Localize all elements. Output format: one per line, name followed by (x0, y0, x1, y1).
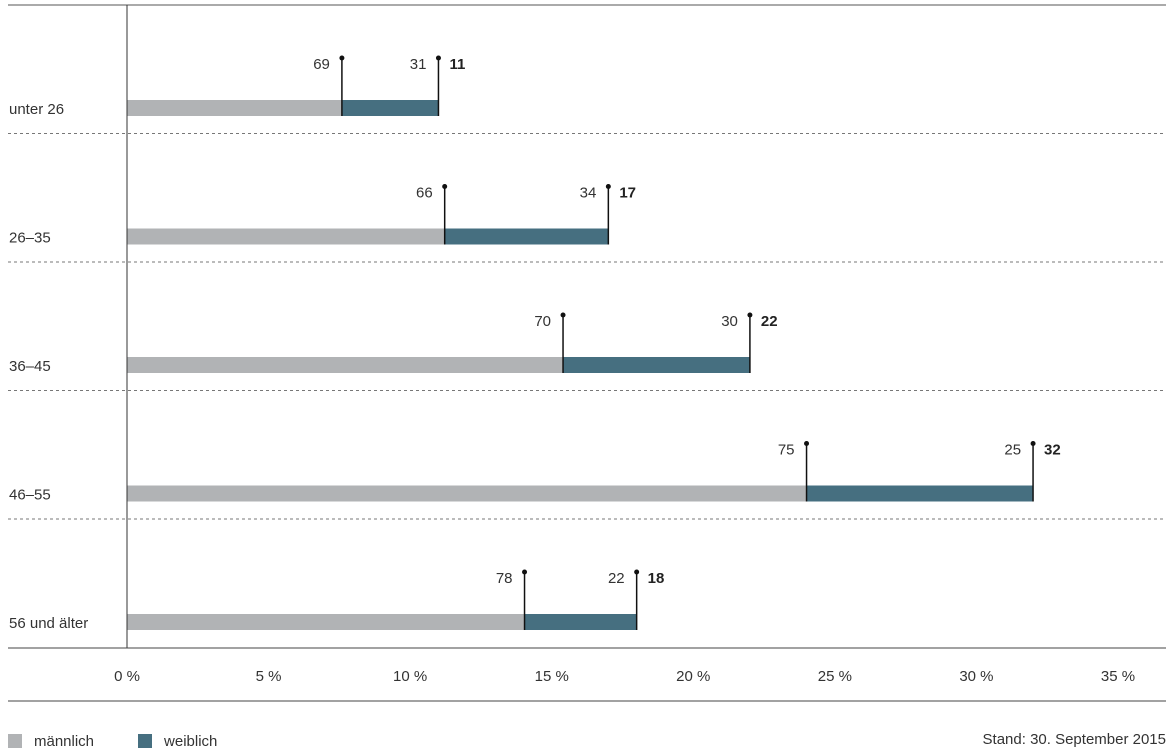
bar-female (341, 100, 439, 116)
legend-swatch-female (138, 734, 153, 748)
bar-male (127, 485, 807, 502)
row-separators (8, 4, 1166, 520)
pin-dot-female (634, 569, 640, 575)
bar-male (127, 614, 525, 630)
x-tick-label: 0 % (114, 668, 140, 685)
category-labels: unter 26 26–35 36–45 46–55 56 und älter (9, 101, 88, 632)
pin-dot-female (605, 184, 611, 189)
legend: männlich weiblich (8, 731, 261, 751)
label-female-share: 31 (410, 56, 427, 73)
bar-male (127, 100, 342, 116)
bar-female (806, 485, 1034, 502)
label-total: 18 (648, 570, 665, 587)
axes (8, 5, 1166, 702)
label-total: 32 (1044, 442, 1061, 459)
x-tick-label: 30 % (959, 668, 993, 685)
bar-male (127, 357, 564, 373)
bar-female (563, 357, 750, 373)
stacked-bar-chart: 69 31 11 66 34 17 70 30 22 75 25 32 78 22 18 unter 26 2… (8, 4, 1166, 702)
label-male-share: 69 (313, 56, 330, 73)
category-label: unter 26 (9, 101, 64, 118)
pin-dot-male (339, 55, 345, 61)
label-female-share: 22 (608, 570, 625, 587)
label-male-share: 70 (534, 313, 551, 330)
legend-label-male: männlich (34, 732, 95, 750)
label-male-share: 78 (496, 570, 513, 587)
legend-item-male: männlich (8, 733, 94, 750)
label-female-share: 34 (580, 185, 597, 202)
x-tick-label: 35 % (1101, 668, 1135, 685)
x-tick-label: 5 % (256, 668, 282, 685)
label-male-share: 66 (416, 185, 433, 202)
bar-female (444, 228, 609, 245)
label-male-share: 75 (778, 442, 795, 459)
category-label: 26–35 (9, 230, 51, 247)
label-total: 22 (761, 313, 778, 330)
x-tick-label: 20 % (676, 668, 710, 685)
pin-dot-female (747, 312, 753, 318)
pin-dot-male (560, 312, 566, 318)
bar-female (524, 614, 637, 630)
bar-group (127, 100, 1034, 630)
category-label: 36–45 (9, 358, 51, 375)
category-label: 46–55 (9, 487, 51, 504)
x-tick-label: 10 % (393, 668, 427, 685)
category-label: 56 und älter (9, 615, 88, 632)
label-total: 11 (449, 56, 465, 73)
legend-swatch-male (8, 734, 22, 748)
footnote: Stand: 30. September 2015 (982, 731, 1166, 748)
pin-dot-male (442, 184, 448, 189)
x-tick-label: 25 % (818, 668, 852, 685)
pin-dot-female (1030, 441, 1036, 446)
pin-dot-female (435, 55, 441, 61)
legend-label-female: weiblich (164, 732, 218, 750)
legend-item-female: weiblich (138, 733, 217, 750)
pin-dot-male (522, 569, 528, 575)
label-female-share: 30 (721, 313, 738, 330)
label-total: 17 (619, 185, 636, 202)
x-tick-label: 15 % (535, 668, 569, 685)
x-tick-labels: 0 % 5 % 10 % 15 % 20 % 25 % 30 % 35 % (114, 668, 1135, 685)
value-annotations: 69 31 11 66 34 17 70 30 22 75 25 32 78 22 18 (313, 55, 1061, 630)
bar-male (127, 228, 445, 245)
pin-dot-male (804, 441, 810, 446)
label-female-share: 25 (1004, 442, 1021, 459)
